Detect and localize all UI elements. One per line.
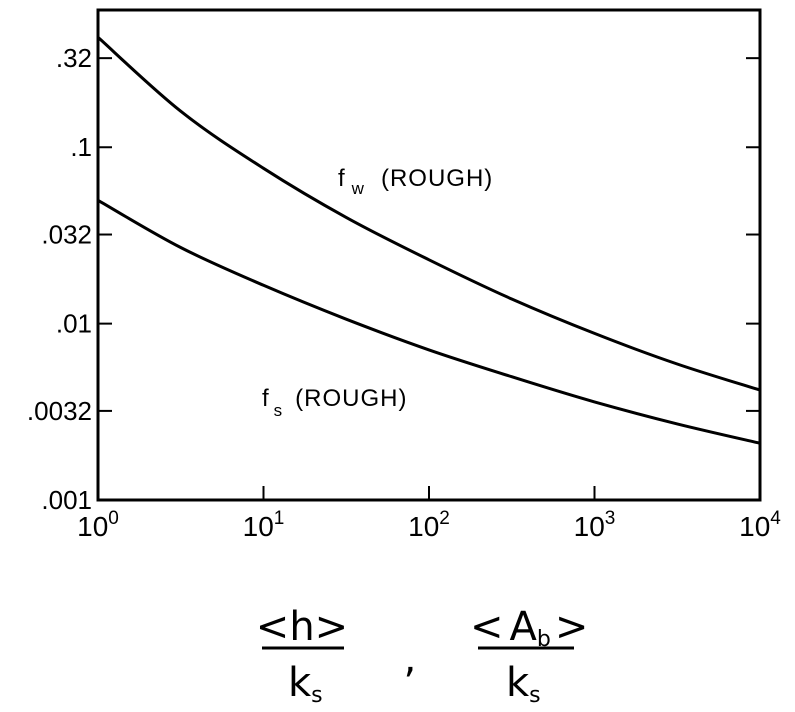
x-label-left-denominator: ks bbox=[288, 660, 323, 708]
x-tick-label-3: 103 bbox=[574, 508, 616, 542]
y-axis: .32 .1 .032 .01 .0032 .001 bbox=[27, 43, 760, 515]
x-tick-label-2: 102 bbox=[408, 508, 450, 542]
y-tick-label-0: .32 bbox=[56, 43, 92, 73]
x-tick-label-0: 100 bbox=[77, 508, 119, 542]
x-label-right-denominator: ks bbox=[506, 660, 541, 708]
x-label-separator: , bbox=[404, 636, 417, 682]
y-tick-label-1: .1 bbox=[70, 132, 92, 162]
series-line-1 bbox=[97, 198, 761, 445]
x-axis-label: <h> ks , < Ab > ks bbox=[256, 604, 589, 708]
x-tick-label-1: 101 bbox=[243, 508, 285, 542]
series-line-0 bbox=[97, 36, 761, 392]
series-label-fs: f s (ROUGH) bbox=[262, 385, 408, 420]
series-layer bbox=[97, 36, 761, 445]
x-axis: 100 101 102 103 104 bbox=[77, 486, 781, 542]
x-label-left-numerator: <h> bbox=[256, 604, 348, 650]
y-tick-label-5: .001 bbox=[41, 485, 92, 515]
y-tick-label-2: .032 bbox=[41, 220, 92, 250]
series-label-fw: f w (ROUGH) bbox=[338, 165, 493, 198]
y-tick-label-3: .01 bbox=[56, 309, 92, 339]
y-tick-label-4: .0032 bbox=[27, 396, 92, 426]
x-label-right-numerator: < Ab > bbox=[470, 604, 588, 652]
x-tick-label-4: 104 bbox=[739, 508, 781, 542]
